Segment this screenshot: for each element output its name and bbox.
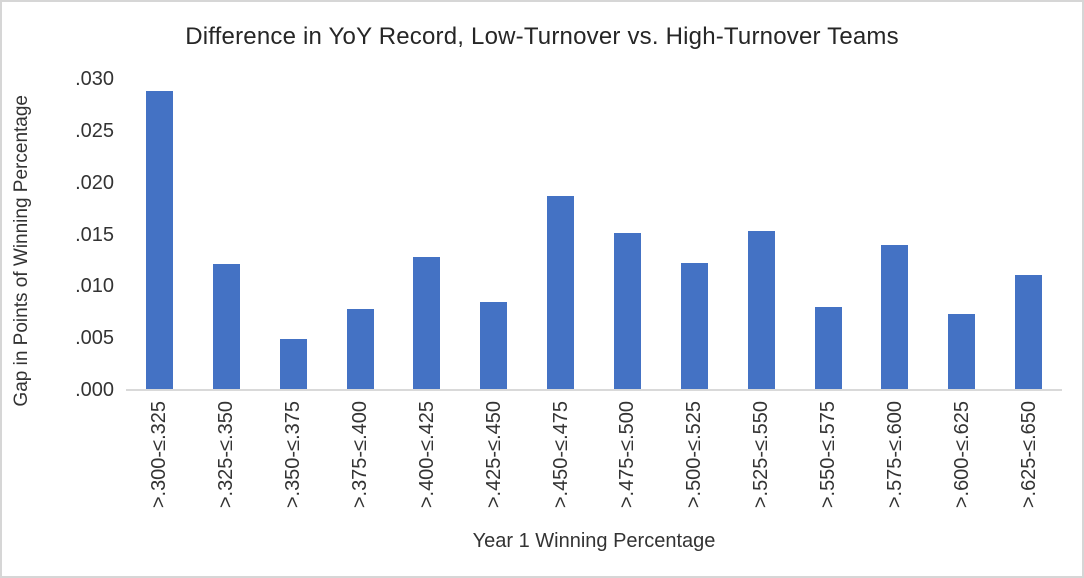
y-axis-tick-label: .025 bbox=[75, 119, 114, 142]
bar-slot bbox=[594, 79, 661, 389]
x-axis-tick-label: >.500-≤.525 bbox=[683, 401, 706, 509]
x-axis-tick-label: >.350-≤.375 bbox=[282, 401, 305, 509]
bar-slot bbox=[126, 79, 193, 389]
bar-slot bbox=[928, 79, 995, 389]
bar bbox=[413, 256, 441, 389]
bar-slot bbox=[260, 79, 327, 389]
bar-slot bbox=[527, 79, 594, 389]
bar bbox=[613, 232, 641, 389]
x-axis-tick-label: >.525-≤.550 bbox=[750, 401, 773, 509]
y-axis-tick-label: .005 bbox=[75, 327, 114, 350]
x-axis-tick-label: >.425-≤.450 bbox=[482, 401, 505, 509]
chart-title: Difference in YoY Record, Low-Turnover v… bbox=[185, 23, 899, 50]
x-tick-slot: >.350-≤.375 bbox=[260, 401, 327, 526]
y-axis-title-box: Gap in Points of Winning Percentage bbox=[11, 79, 32, 422]
bar bbox=[480, 302, 508, 389]
y-axis-tick-label: .030 bbox=[75, 68, 114, 90]
x-tick-slot: >.500-≤.525 bbox=[661, 401, 728, 526]
x-axis-tick-label: >.600-≤.625 bbox=[950, 401, 973, 509]
x-tick-slot: >.525-≤.550 bbox=[728, 401, 795, 526]
x-tick-slot: >.550-≤.575 bbox=[795, 401, 862, 526]
plot-area: .000 .005 .010 .015 .020 .025 .030 bbox=[75, 69, 1062, 400]
x-axis-tick-label: >.625-≤.650 bbox=[1017, 401, 1040, 509]
bar bbox=[346, 309, 374, 389]
x-axis-tick-label: >.550-≤.575 bbox=[817, 401, 840, 509]
x-tick-slot: >.600-≤.625 bbox=[928, 401, 995, 526]
bar-slot bbox=[327, 79, 394, 389]
bar bbox=[145, 91, 173, 389]
x-tick-slot: >.625-≤.650 bbox=[995, 401, 1062, 526]
x-tick-slot: >.450-≤.475 bbox=[527, 401, 594, 526]
x-axis-title: Year 1 Winning Percentage bbox=[472, 530, 716, 552]
y-axis-title: Gap in Points of Winning Percentage bbox=[11, 94, 32, 407]
bar bbox=[212, 263, 240, 389]
x-tick-slot: >.325-≤.350 bbox=[193, 401, 260, 526]
bar-slot bbox=[460, 79, 527, 389]
x-axis-tick-label: >.325-≤.350 bbox=[215, 401, 238, 509]
x-axis-labels: >.300-≤.325 >.325-≤.350 >.350-≤.375 >.375-≤… bbox=[126, 401, 1062, 526]
x-axis-tick-label: >.475-≤.500 bbox=[616, 401, 639, 509]
x-tick-slot: >.375-≤.400 bbox=[327, 401, 394, 526]
bar bbox=[1015, 275, 1043, 389]
x-tick-slot: >.400-≤.425 bbox=[393, 401, 460, 526]
bar bbox=[814, 307, 842, 389]
x-axis-tick-label: >.300-≤.325 bbox=[148, 401, 171, 509]
bar bbox=[279, 339, 307, 389]
bar bbox=[747, 230, 775, 389]
bar-slot bbox=[995, 79, 1062, 389]
bar-slot bbox=[795, 79, 862, 389]
y-axis-tick-label: .010 bbox=[75, 275, 114, 298]
bar-slot bbox=[193, 79, 260, 389]
bar-slot bbox=[393, 79, 460, 389]
bar bbox=[547, 195, 575, 389]
bar-slot bbox=[728, 79, 795, 389]
bar bbox=[680, 262, 708, 389]
x-axis-tick-label: >.400-≤.425 bbox=[415, 401, 438, 509]
x-tick-slot: >.425-≤.450 bbox=[460, 401, 527, 526]
x-axis-tick-label: >.575-≤.600 bbox=[883, 401, 906, 509]
bar bbox=[948, 313, 976, 389]
y-axis-ticks: .000 .005 .010 .015 .020 .025 .030 bbox=[44, 69, 114, 400]
y-axis-tick-label: .000 bbox=[75, 379, 114, 401]
bars bbox=[126, 79, 1062, 389]
bar-slot bbox=[661, 79, 728, 389]
bar-slot bbox=[861, 79, 928, 389]
y-axis-tick-label: .015 bbox=[75, 223, 114, 246]
x-axis-tick-label: >.450-≤.475 bbox=[549, 401, 572, 509]
x-tick-slot: >.475-≤.500 bbox=[594, 401, 661, 526]
x-axis-tick-label: >.375-≤.400 bbox=[349, 401, 371, 509]
x-tick-slot: >.300-≤.325 bbox=[126, 401, 193, 526]
x-tick-slot: >.575-≤.600 bbox=[861, 401, 928, 526]
y-axis-tick-label: .020 bbox=[75, 171, 114, 194]
bar bbox=[881, 245, 909, 389]
